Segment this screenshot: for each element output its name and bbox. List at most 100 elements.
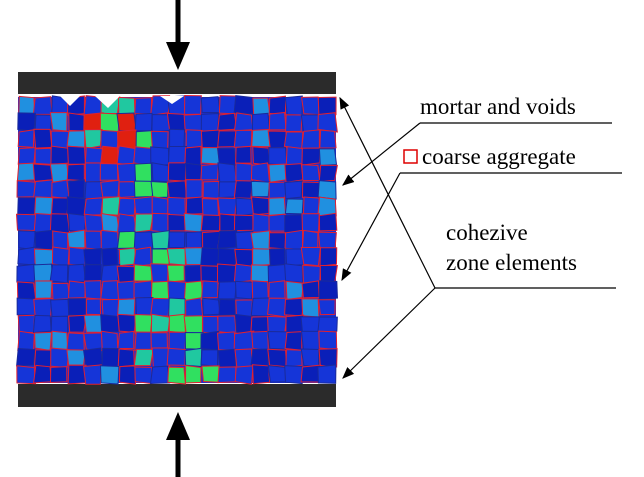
mesh-cell [268, 213, 286, 232]
mesh-cell [100, 229, 120, 250]
mesh-cell [168, 331, 187, 351]
mesh-cell [318, 148, 338, 167]
mesh-cell [17, 129, 35, 148]
mesh-cell [168, 231, 186, 249]
mesh-cell [150, 280, 170, 301]
mesh-cell [68, 314, 87, 333]
mesh-cell [318, 348, 338, 368]
mesh-cell [83, 364, 102, 385]
mesh-cell [150, 181, 169, 199]
mesh-cell [200, 96, 221, 114]
mesh-cell [285, 146, 305, 167]
mesh-cell [34, 229, 53, 251]
mesh-cell [151, 212, 171, 234]
mesh-cell [150, 332, 168, 350]
mesh-cell [66, 163, 85, 182]
mesh-cell [101, 298, 121, 318]
mesh-cell [267, 315, 288, 333]
mesh-cell [99, 163, 119, 181]
mesh-cell [116, 230, 138, 249]
mesh-cell [66, 332, 85, 352]
mesh-cell [167, 196, 186, 217]
mesh-cell [252, 213, 271, 234]
leader [342, 122, 421, 186]
mesh-cell [300, 246, 322, 267]
mesh-cell [201, 230, 221, 250]
mesh-cell [267, 130, 288, 149]
mesh-cell [233, 112, 254, 132]
mesh-cell [218, 298, 236, 316]
mesh-cell [166, 347, 186, 366]
mesh-cell [217, 366, 237, 384]
mesh-cell [185, 297, 204, 317]
mesh-cell [284, 180, 303, 200]
top-plate [18, 72, 336, 94]
mesh-cell [117, 348, 135, 368]
mesh-cell [300, 330, 320, 351]
mesh-cell [217, 281, 238, 300]
mesh-cell [17, 112, 36, 132]
mesh-cell [100, 280, 120, 301]
mesh-cell [301, 298, 320, 318]
mesh-cell [50, 347, 70, 369]
mesh-cell [83, 129, 103, 150]
mesh-cell [300, 348, 320, 367]
mesh-cell [17, 314, 36, 333]
mesh-cell [133, 196, 154, 217]
mesh-cell [168, 313, 187, 334]
legend-square [403, 149, 418, 164]
label: cohezive [446, 220, 528, 245]
mesh-cell [82, 347, 104, 368]
mesh-cell [319, 247, 338, 267]
mesh-cell [116, 129, 137, 149]
mesh-cell [84, 213, 104, 234]
mesh-cell [319, 264, 338, 284]
mesh-cell [51, 179, 70, 200]
mesh-cell [202, 297, 221, 316]
mesh-cell [217, 348, 236, 368]
mesh-cell [250, 348, 269, 367]
mesh-cell [117, 330, 135, 349]
mesh-cell [167, 162, 187, 182]
mesh-cell [250, 264, 271, 284]
mesh-cell [251, 128, 271, 148]
mesh-cell [18, 230, 36, 251]
mesh-cell [133, 146, 154, 166]
mesh-cell [33, 128, 53, 149]
mesh-cell [85, 298, 102, 316]
mesh-cell [151, 248, 171, 267]
mesh-cell [133, 264, 153, 282]
mesh-cell [17, 197, 36, 216]
mesh-cell [83, 197, 104, 217]
mesh-cell [184, 347, 203, 368]
mesh-cell [134, 366, 153, 385]
mesh-cell [166, 180, 188, 199]
mesh-cell [319, 280, 339, 300]
mesh-cell [32, 163, 53, 182]
mesh-cell [67, 263, 87, 283]
mesh-cell [268, 232, 287, 250]
mesh-cell [301, 229, 319, 250]
mesh-cell [16, 263, 36, 283]
mesh-cell [134, 112, 153, 132]
mesh-cell [185, 196, 205, 215]
mesh-cell [50, 315, 69, 334]
mesh-cell [67, 280, 87, 299]
mesh-cell [217, 230, 238, 249]
mesh-cell [184, 95, 202, 116]
label: mortar and voids [420, 94, 576, 119]
mesh-cell [183, 280, 204, 301]
mesh-cell [201, 280, 219, 299]
mesh-cell [284, 263, 304, 283]
mesh-cell [317, 112, 338, 133]
mesh-cell [217, 197, 238, 216]
mesh-cell [118, 96, 136, 116]
specimen-mesh [15, 95, 339, 385]
mesh-cell [319, 129, 337, 149]
mesh-cell [49, 366, 68, 383]
mesh-cell [18, 95, 36, 116]
mesh-cell [84, 181, 103, 200]
mesh-cell [33, 364, 52, 384]
mesh-cell [216, 331, 237, 351]
